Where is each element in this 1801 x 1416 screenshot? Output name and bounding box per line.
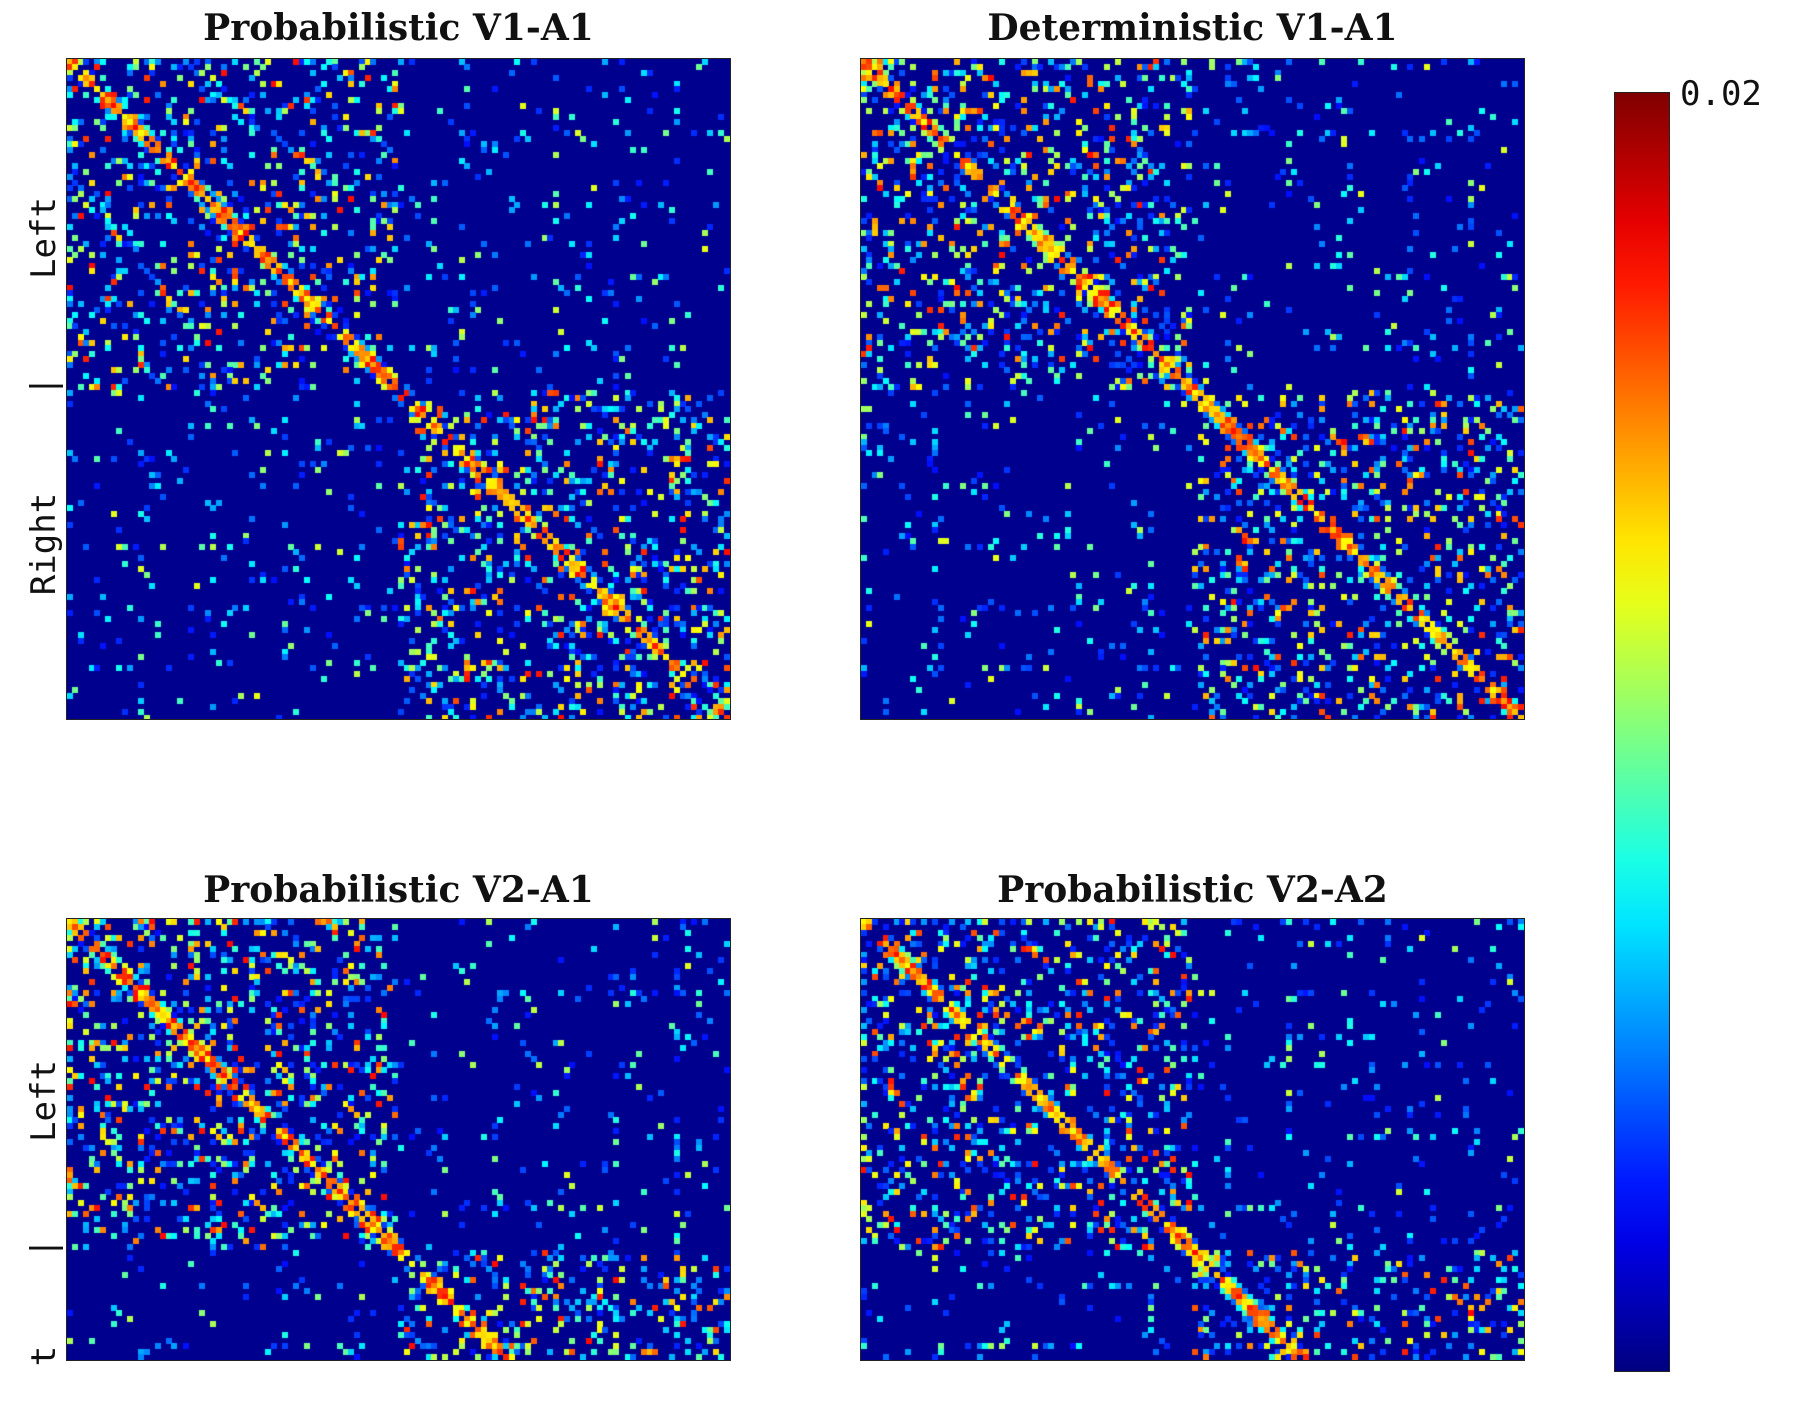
- colorbar-max-label: 0.02: [1680, 74, 1762, 114]
- ylabel-right-1: Right: [24, 492, 64, 596]
- ylabel-separator-2: |: [24, 1237, 64, 1259]
- panel-title-prob-v2-a1: Probabilistic V2-A1: [203, 869, 594, 911]
- heatmap-prob-v1-a1: [66, 58, 731, 720]
- heatmap-prob-v2-a2: [860, 918, 1525, 1361]
- heatmap-prob-v2-a1: [66, 918, 731, 1361]
- heatmap-canvas-prob-v2-a2: [861, 919, 1524, 1360]
- heatmap-canvas-prob-v2-a1: [67, 919, 730, 1360]
- panel-title-prob-v1-a1: Probabilistic V1-A1: [203, 7, 594, 49]
- ylabel-separator-1: |: [24, 375, 64, 397]
- heatmap-canvas-prob-v1-a1: [67, 59, 730, 719]
- heatmap-canvas-det-v1-a1: [861, 59, 1524, 719]
- colorbar: [1614, 92, 1670, 1372]
- ylabel-left-1: Left: [24, 197, 64, 279]
- ylabel-left-2: Left: [24, 1060, 64, 1142]
- panel-title-det-v1-a1: Deterministic V1-A1: [987, 7, 1398, 49]
- ylabel-right-2: t: [24, 1345, 64, 1367]
- panel-title-prob-v2-a2: Probabilistic V2-A2: [997, 869, 1388, 911]
- heatmap-det-v1-a1: [860, 58, 1525, 720]
